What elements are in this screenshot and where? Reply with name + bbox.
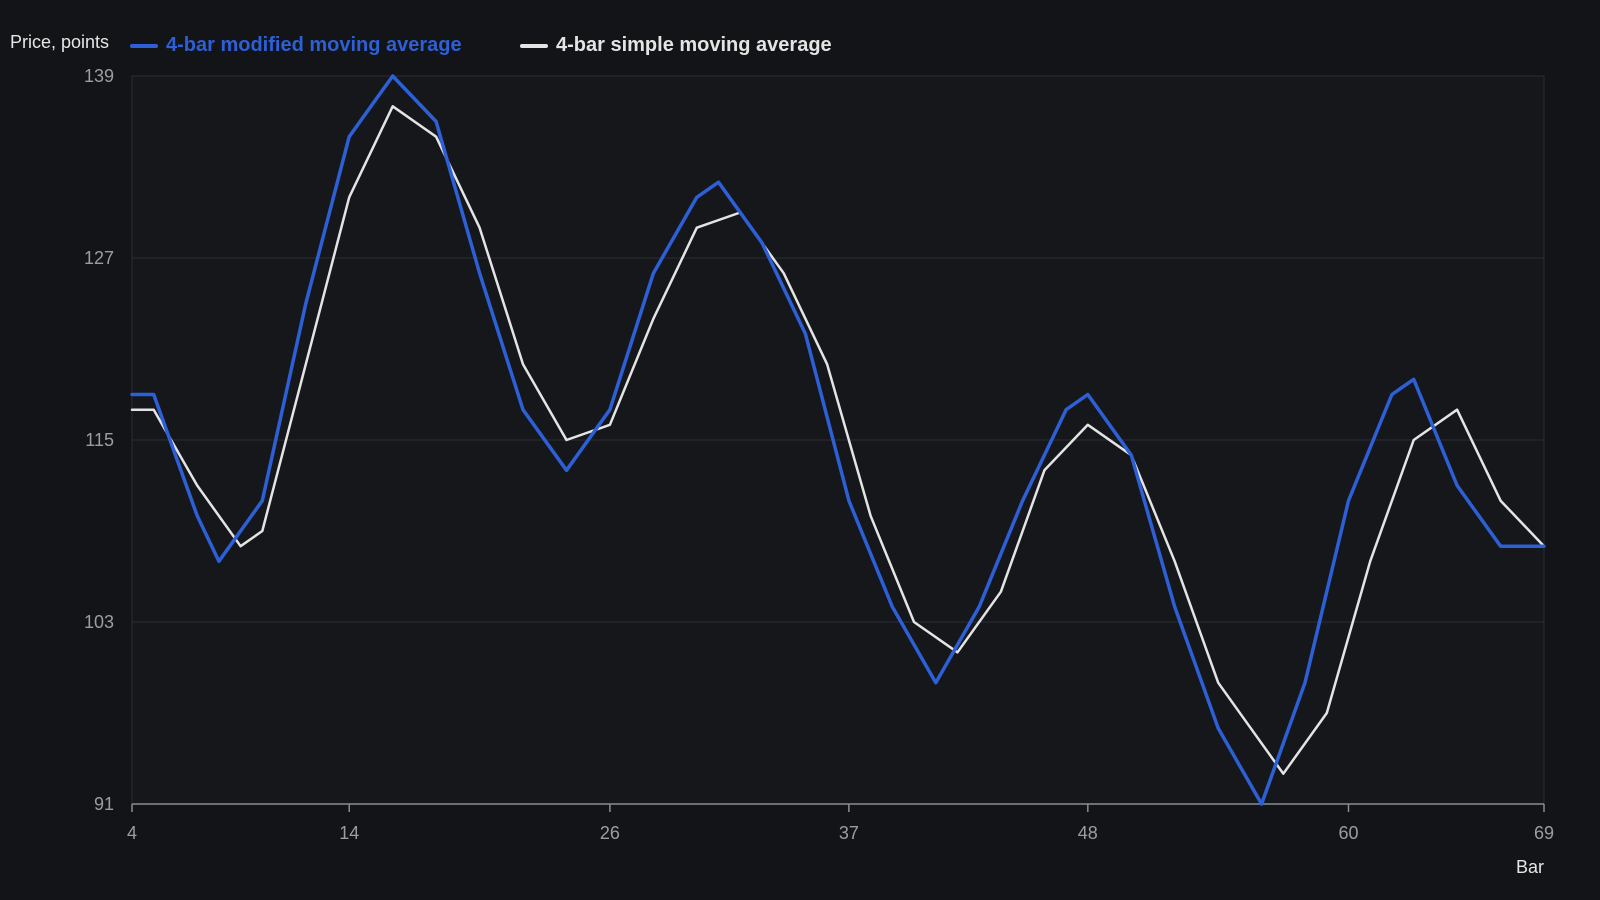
legend-swatch <box>130 43 158 48</box>
legend-label: 4-bar simple moving average <box>556 34 832 56</box>
x-tick-label: 69 <box>1534 823 1554 843</box>
legend-item-simple-ma: 4-bar simple moving average <box>520 34 832 57</box>
x-tick-label: 14 <box>339 823 359 843</box>
y-tick-label: 115 <box>85 430 114 450</box>
x-tick-label: 26 <box>600 823 620 843</box>
y-tick-label: 91 <box>94 794 114 814</box>
series-line-modified-ma <box>130 74 1546 806</box>
tick-labels: 139 127 115 103 91 4 14 26 37 48 60 69 <box>84 66 1554 843</box>
y-tick-label: 103 <box>84 612 114 632</box>
legend-item-modified-ma: 4-bar modified moving average <box>130 34 462 57</box>
y-tick-label: 127 <box>84 248 114 268</box>
legend-label: 4-bar modified moving average <box>166 34 462 56</box>
x-tick-label: 4 <box>127 823 137 843</box>
grid-lines <box>131 75 1545 805</box>
legend-swatch <box>520 43 548 48</box>
series-lines <box>130 74 1546 806</box>
x-tick-label: 48 <box>1078 823 1098 843</box>
y-axis-title: Price, points <box>10 32 110 52</box>
x-tick-label: 60 <box>1338 823 1358 843</box>
x-axis-title: Bar <box>1515 857 1544 877</box>
y-tick-label: 139 <box>84 66 114 86</box>
axes <box>131 803 1545 812</box>
series-line-simple-ma <box>130 105 1546 775</box>
x-tick-label: 37 <box>839 823 859 843</box>
